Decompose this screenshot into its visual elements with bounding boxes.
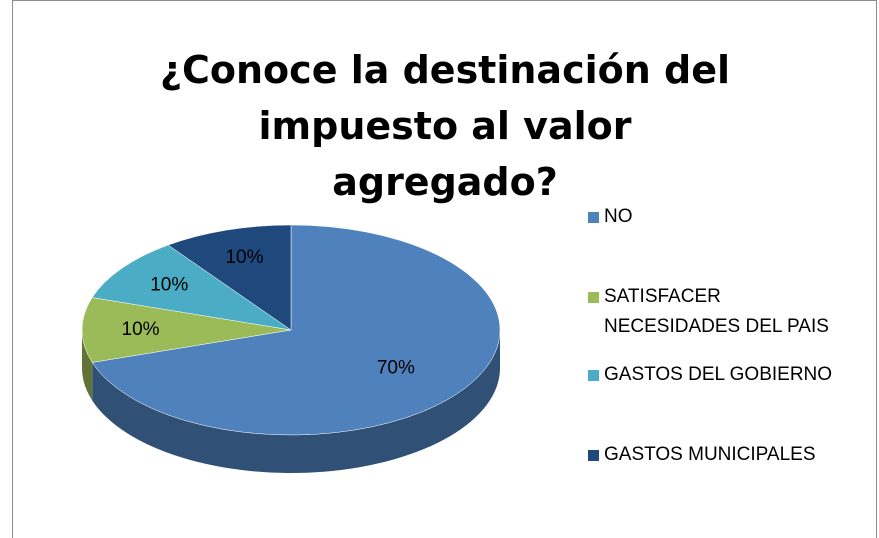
legend-swatch — [588, 370, 599, 381]
data-label: 70% — [377, 357, 415, 378]
data-label: 10% — [150, 275, 188, 296]
chart-title: ¿Conoce la destinación del impuesto al v… — [159, 48, 731, 204]
legend-item: SATISFACER NECESIDADES DEL PAIS — [588, 282, 858, 342]
data-label: 10% — [225, 247, 263, 268]
legend-swatch — [588, 450, 599, 461]
pie-slice — [91, 224, 501, 436]
pie-slice — [167, 224, 292, 331]
pie-slice — [91, 244, 292, 331]
legend-item: GASTOS DEL GOBIERNO — [588, 360, 858, 390]
pie-slice — [81, 297, 292, 363]
legend-label: GASTOS DEL GOBIERNO — [604, 364, 833, 385]
legend-label: SATISFACER NECESIDADES DEL PAIS — [604, 286, 829, 337]
pie-slice-side — [92, 330, 500, 474]
data-label: 10% — [122, 319, 160, 340]
legend-item: NO — [588, 202, 858, 232]
pie-slice-side — [82, 330, 93, 401]
chart-border — [12, 0, 877, 538]
legend-swatch — [588, 212, 599, 223]
legend-item: GASTOS MUNICIPALES — [588, 440, 858, 470]
legend-label: GASTOS MUNICIPALES — [604, 444, 816, 465]
legend-swatch — [588, 292, 599, 303]
legend-label: NO — [604, 206, 633, 227]
